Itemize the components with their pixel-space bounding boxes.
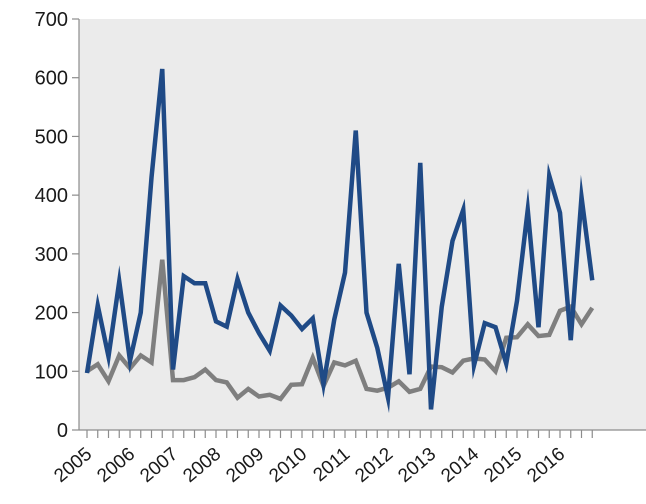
- y-tick-label: 100: [35, 361, 68, 383]
- x-axis: 2005200620072008200920102011201220132014…: [50, 429, 646, 487]
- x-tick-label: 2007: [136, 444, 182, 487]
- x-tick-label: 2012: [351, 444, 397, 487]
- x-tick-label: 2009: [222, 444, 268, 487]
- x-tick-label: 2010: [265, 444, 311, 487]
- series-line-1: [84, 68, 595, 414]
- x-tick-label: 2015: [480, 444, 526, 487]
- y-tick-label: 200: [35, 303, 68, 325]
- y-tick-label: 600: [35, 68, 68, 90]
- x-tick-label: 2016: [523, 444, 569, 487]
- y-tick-label: 0: [57, 420, 68, 442]
- x-tick-label: 2011: [309, 444, 354, 486]
- x-tick-label: 2008: [179, 444, 225, 487]
- x-tick-label: 2006: [93, 444, 139, 487]
- y-tick-label: 700: [35, 9, 68, 31]
- y-tick-label: 300: [35, 244, 68, 266]
- y-tick-label: 500: [35, 126, 68, 148]
- y-tick-label: 400: [35, 185, 68, 207]
- x-tick-label: 2013: [394, 444, 440, 487]
- y-axis: 0 100 200 300 400 500 600 700: [35, 9, 80, 442]
- x-tick-label: 2005: [50, 444, 96, 487]
- series-layer: [84, 68, 595, 414]
- x-tick-label: 2014: [437, 443, 483, 487]
